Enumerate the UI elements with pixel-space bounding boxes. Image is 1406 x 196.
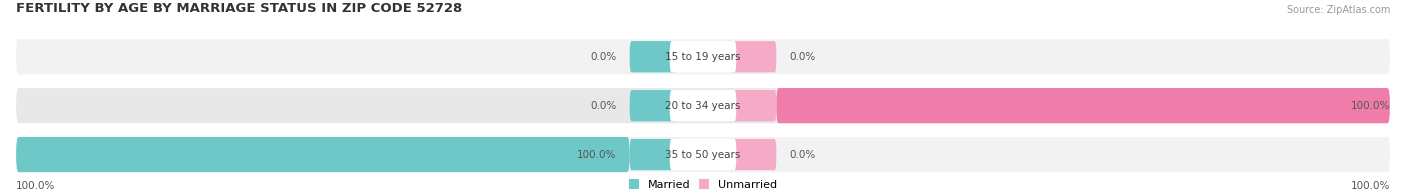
FancyBboxPatch shape [630, 139, 676, 170]
Text: FERTILITY BY AGE BY MARRIAGE STATUS IN ZIP CODE 52728: FERTILITY BY AGE BY MARRIAGE STATUS IN Z… [15, 2, 463, 15]
Text: 100.0%: 100.0% [1351, 101, 1391, 111]
FancyBboxPatch shape [630, 41, 676, 72]
FancyBboxPatch shape [630, 90, 676, 121]
FancyBboxPatch shape [669, 139, 737, 170]
FancyBboxPatch shape [730, 139, 776, 170]
Text: 0.0%: 0.0% [591, 52, 616, 62]
Text: 20 to 34 years: 20 to 34 years [665, 101, 741, 111]
Text: 100.0%: 100.0% [576, 150, 616, 160]
FancyBboxPatch shape [669, 41, 737, 72]
Text: 35 to 50 years: 35 to 50 years [665, 150, 741, 160]
Text: 100.0%: 100.0% [15, 181, 55, 191]
FancyBboxPatch shape [776, 88, 1391, 123]
FancyBboxPatch shape [15, 88, 1391, 123]
FancyBboxPatch shape [730, 90, 776, 121]
Text: 100.0%: 100.0% [1351, 181, 1391, 191]
Text: 15 to 19 years: 15 to 19 years [665, 52, 741, 62]
FancyBboxPatch shape [15, 39, 1391, 74]
FancyBboxPatch shape [15, 137, 1391, 172]
Text: 0.0%: 0.0% [591, 101, 616, 111]
FancyBboxPatch shape [669, 90, 737, 121]
FancyBboxPatch shape [15, 137, 630, 172]
Text: Source: ZipAtlas.com: Source: ZipAtlas.com [1286, 5, 1391, 15]
FancyBboxPatch shape [730, 41, 776, 72]
Legend: Married, Unmarried: Married, Unmarried [624, 175, 782, 194]
Text: 0.0%: 0.0% [790, 150, 815, 160]
Text: 0.0%: 0.0% [790, 52, 815, 62]
